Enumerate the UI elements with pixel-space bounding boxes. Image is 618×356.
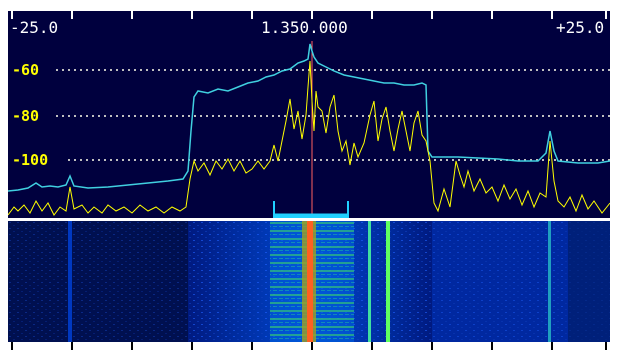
spectrum-panel[interactable]: -25.0 1.350.000 +25.0 -60 -80 -100 bbox=[8, 11, 610, 219]
frequency-label-left: -25.0 bbox=[10, 18, 59, 37]
level-gridlines bbox=[54, 69, 610, 161]
frequency-label-right: +25.0 bbox=[556, 18, 605, 37]
waterfall-image bbox=[8, 221, 610, 342]
passband-bracket-icon[interactable] bbox=[273, 201, 349, 219]
frequency-ticks-bottom bbox=[11, 342, 607, 350]
frequency-ticks-top bbox=[11, 11, 607, 19]
spectrum-graph bbox=[8, 11, 610, 219]
peak-hold-trace bbox=[8, 43, 610, 192]
waterfall-panel[interactable] bbox=[8, 221, 610, 342]
level-label-100: -100 bbox=[12, 151, 49, 169]
live-spectrum-trace bbox=[8, 60, 610, 216]
level-label-60: -60 bbox=[12, 61, 40, 79]
sdr-display-panel: -25.0 1.350.000 +25.0 -60 -80 -100 bbox=[8, 11, 610, 342]
level-label-80: -80 bbox=[12, 107, 40, 125]
spectrum-waterfall-divider bbox=[8, 218, 610, 221]
frequency-label-center: 1.350.000 bbox=[261, 18, 348, 37]
